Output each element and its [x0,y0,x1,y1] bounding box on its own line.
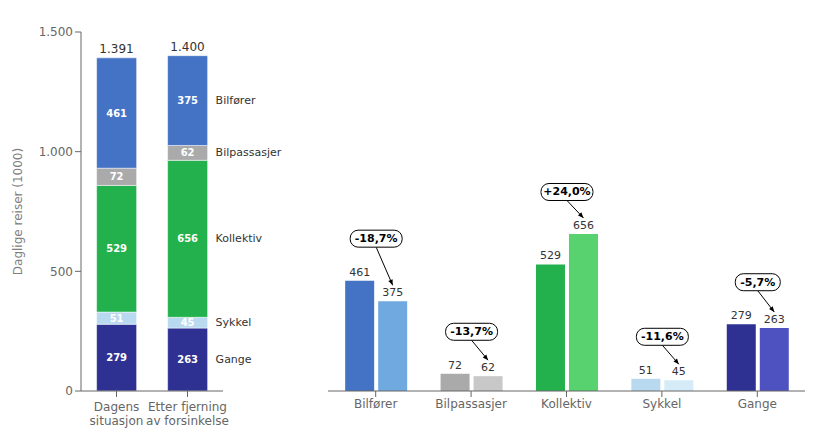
svg-text:500: 500 [50,265,73,279]
svg-text:375: 375 [382,286,403,299]
svg-text:-13,7%: -13,7% [450,325,493,338]
svg-text:1.000: 1.000 [39,145,73,159]
svg-text:72: 72 [448,359,462,372]
svg-text:45: 45 [672,365,686,378]
svg-text:529: 529 [106,243,127,254]
svg-text:Bilfører: Bilfører [216,94,256,107]
svg-text:72: 72 [110,171,124,182]
svg-text:-11,6%: -11,6% [641,330,684,343]
svg-text:279: 279 [106,352,127,363]
svg-text:45: 45 [181,317,195,328]
svg-text:Gange: Gange [216,353,252,366]
svg-text:Gange: Gange [738,397,777,411]
svg-text:62: 62 [481,361,495,374]
svg-text:+24,0%: +24,0% [543,185,590,198]
svg-text:375: 375 [177,95,198,106]
svg-text:Bilpassasjer: Bilpassasjer [435,397,507,411]
svg-text:Kollektiv: Kollektiv [541,397,592,411]
svg-text:529: 529 [540,249,561,262]
svg-text:-18,7%: -18,7% [355,232,398,245]
svg-text:656: 656 [177,233,198,244]
svg-text:Bilfører: Bilfører [354,397,398,411]
svg-text:51: 51 [110,313,124,324]
svg-text:Kollektiv: Kollektiv [216,232,263,245]
svg-text:51: 51 [639,364,653,377]
svg-text:Etter fjerningav forsinkelse: Etter fjerningav forsinkelse [146,400,229,428]
svg-text:1.500: 1.500 [39,25,73,39]
svg-text:Sykkel: Sykkel [642,397,681,411]
svg-text:263: 263 [177,354,198,365]
svg-text:1.391: 1.391 [99,42,133,56]
svg-text:-5,7%: -5,7% [740,276,775,289]
svg-text:461: 461 [349,266,370,279]
svg-text:Bilpassasjer: Bilpassasjer [216,146,282,159]
svg-text:279: 279 [731,309,752,322]
svg-text:461: 461 [106,108,127,119]
svg-text:263: 263 [764,313,785,326]
svg-text:1.400: 1.400 [170,40,204,54]
svg-text:62: 62 [181,147,195,158]
svg-text:656: 656 [573,219,594,232]
svg-text:Dagenssituasjon: Dagenssituasjon [90,400,144,428]
svg-text:Daglige reiser (1000): Daglige reiser (1000) [11,148,25,275]
svg-text:Sykkel: Sykkel [216,316,252,329]
svg-text:0: 0 [65,384,73,398]
